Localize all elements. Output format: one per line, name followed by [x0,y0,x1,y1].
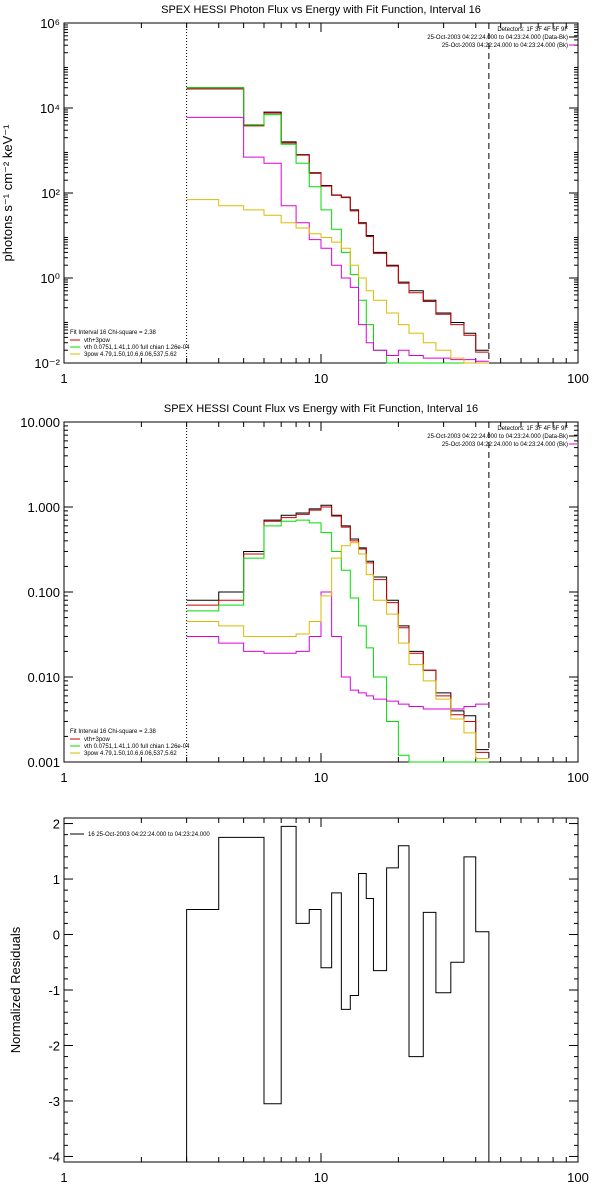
fit-line: 3pow 4.79,1.50,10.6,6.06,537,5.62 [84,751,177,757]
count-flux-panel: SPEX HESSI Count Flux vs Energy with Fit… [20,403,589,785]
y-tick-label: -4 [48,1149,60,1164]
x-tick-label: 10 [314,1170,328,1185]
fit-line: vth+3pow [84,737,111,743]
y-tick-label: -3 [48,1094,60,1109]
fit-line: Fit Interval 16 Chi-square = 2.38 [70,330,157,336]
range-markers [186,422,490,762]
info-line: 25-Oct-2003 04:22:24.000 to 04:23:24.000… [427,434,568,440]
range-markers [186,23,490,363]
fit-line: vth 0.0751,1.41,1.00 full chian 1.26e-04 [84,345,190,351]
axis-ticks: 1 10 100 -4 -3 -2 -1 0 1 2 [48,817,588,1185]
fit-line: vth 0.0751,1.41,1.00 full chian 1.26e-04 [84,744,190,750]
x-tick-label: 100 [567,770,589,785]
y-tick-label: 10⁻² [34,356,60,371]
photon-flux-panel: SPEX HESSI Photon Flux vs Energy with Fi… [0,4,589,386]
info-line: 25-Oct-2003 04:22:24.000 to 04:23:24.000… [427,35,568,41]
info-line: Detectors: 1F 3F 4F 6F 9F [497,426,568,432]
info-box: Detectors: 1F 3F 4F 6F 9F 25-Oct-2003 04… [427,27,577,49]
series-lines [186,504,489,763]
residual-legend: 16 25-Oct-2003 04:22:24.000 to 04:23:24.… [70,832,210,838]
series-line-4 [186,199,489,364]
series-line-0 [186,504,489,751]
info-line: 25-Oct-2003 04:22:24.000 to 04:23:24.000… [442,43,568,49]
series-line-3 [186,591,489,710]
series-line-1 [186,506,489,753]
y-tick-label: -2 [48,1038,60,1053]
series-line-2 [186,87,489,364]
series-line-0 [186,87,489,351]
series-line-4 [186,542,489,759]
x-tick-label: 100 [567,1170,589,1185]
panel-title: SPEX HESSI Photon Flux vs Energy with Fi… [161,4,481,16]
fit-line: 3pow 4.79,1.50,10.6,6.06,537,5.62 [84,352,177,358]
y-axis-label: Normalized Residuals [8,926,23,1053]
y-tick-label: 10² [41,186,60,201]
y-tick-label: 2 [53,817,60,832]
info-line: Detectors: 1F 3F 4F 6F 9F [497,27,568,33]
residuals-panel: Normalized Residuals 1 10 100 -4 -3 -2 -1 0 1 2 1… [8,817,589,1185]
fit-line: Fit Interval 16 Chi-square = 2.38 [70,729,157,735]
legend-label: 16 25-Oct-2003 04:22:24.000 to 04:23:24.… [88,832,210,838]
y-tick-label: 10.000 [20,415,60,430]
x-tick-label: 1 [60,770,67,785]
x-tick-label: 100 [567,371,589,386]
fit-legend: Fit Interval 16 Chi-square = 2.38 vth+3p… [70,729,190,757]
y-tick-label: -1 [48,983,60,998]
y-tick-label: 10⁶ [40,16,60,31]
plot-frame [63,817,579,1163]
y-tick-label: 0.001 [27,755,60,770]
x-tick-label: 1 [60,1170,67,1185]
x-tick-label: 1 [60,371,67,386]
series-lines [186,87,489,364]
info-line: 25-Oct-2003 04:22:24.000 to 04:23:24.000… [442,442,568,448]
axis-ticks: 1 10 100 10⁻² 10⁰ 10² 10⁴ 10⁶ [34,16,589,386]
y-tick-label: 0.100 [27,585,60,600]
series-line-0 [186,825,490,1162]
y-tick-label: 1.000 [27,500,60,515]
y-tick-label: 10⁴ [40,101,60,116]
fit-legend: Fit Interval 16 Chi-square = 2.38 vth+3p… [70,330,190,358]
fit-line: vth+3pow [84,338,111,344]
panel-title: SPEX HESSI Count Flux vs Energy with Fit… [164,403,478,415]
info-box: Detectors: 1F 3F 4F 6F 9F 25-Oct-2003 04… [427,426,577,448]
y-axis-label: photons s⁻¹ cm⁻² keV⁻¹ [0,124,15,262]
y-tick-label: 10⁰ [40,271,60,286]
y-tick-label: 0 [53,928,60,943]
series-lines [186,825,490,1162]
y-tick-label: 1 [53,872,60,887]
series-line-3 [186,116,489,362]
x-tick-label: 10 [314,371,328,386]
y-tick-label: 0.010 [27,670,60,685]
x-tick-label: 10 [314,770,328,785]
axis-ticks: 1 10 100 0.001 0.010 0.100 1.000 10.000 [20,415,589,785]
series-line-2 [186,519,489,763]
